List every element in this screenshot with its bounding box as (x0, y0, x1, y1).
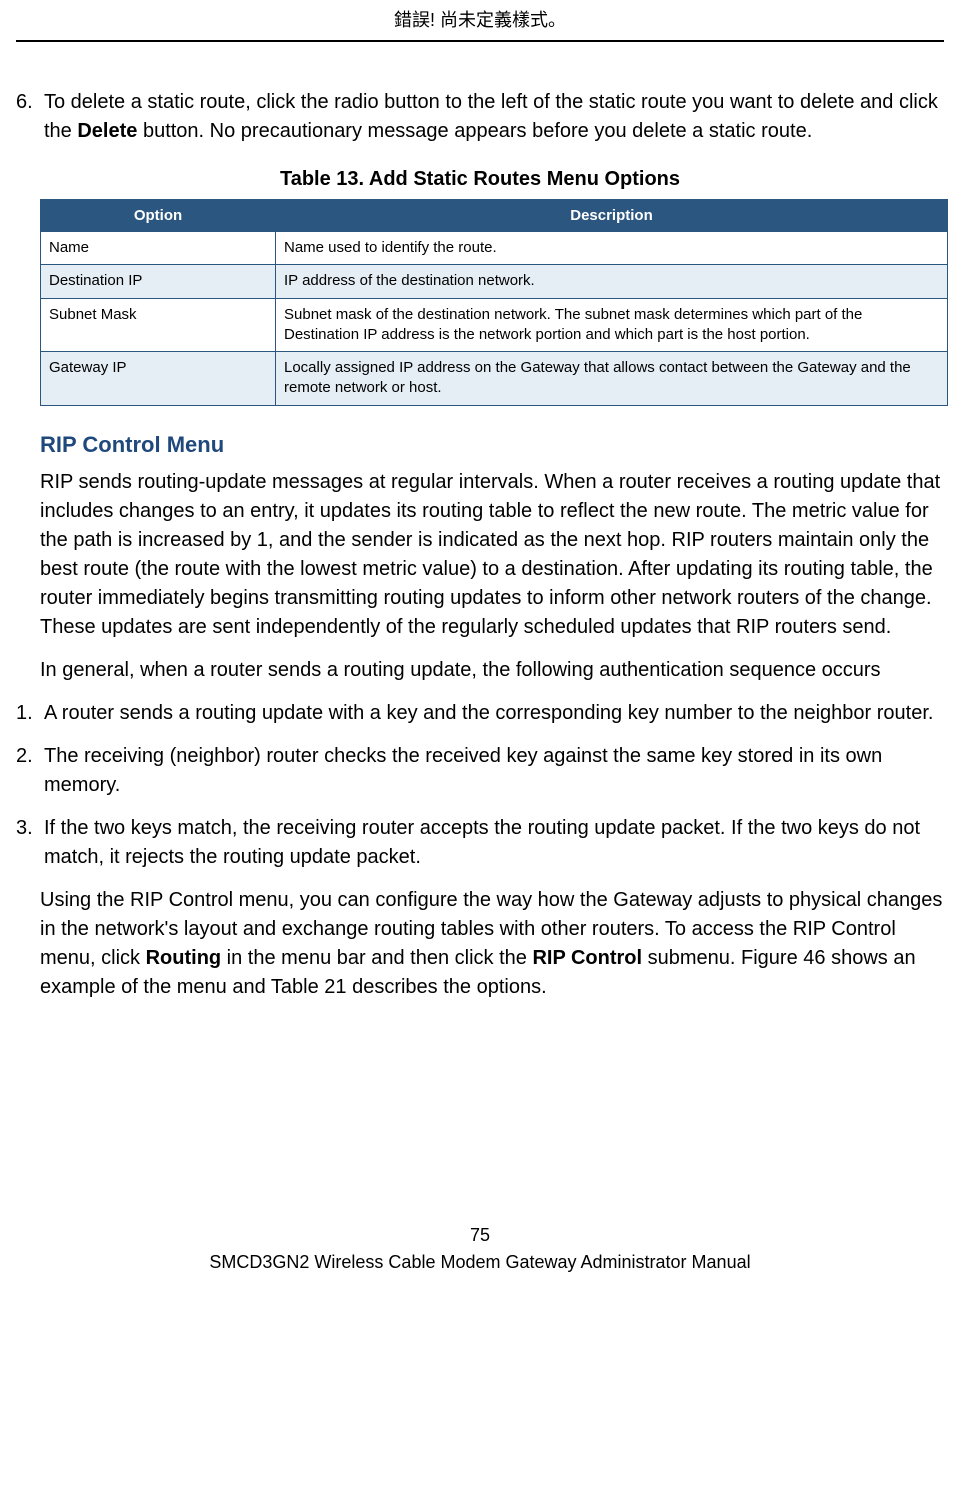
cell-option: Name (41, 232, 276, 265)
table-caption: Table 13. Add Static Routes Menu Options (16, 168, 944, 191)
footer-doc-title: SMCD3GN2 Wireless Cable Modem Gateway Ad… (16, 1249, 944, 1276)
rip-paragraph-3: Using the RIP Control menu, you can conf… (40, 886, 944, 1002)
cell-desc: Name used to identify the route. (276, 232, 948, 265)
auth-step-1-text: A router sends a routing update with a k… (44, 699, 944, 728)
table-row: Subnet Mask Subnet mask of the destinati… (41, 298, 948, 352)
auth-step-1-number: 1. (16, 699, 44, 728)
page-footer: 75 SMCD3GN2 Wireless Cable Modem Gateway… (16, 1222, 944, 1288)
cell-option: Gateway IP (41, 352, 276, 406)
footer-page-number: 75 (16, 1222, 944, 1249)
auth-step-3-text: If the two keys match, the receiving rou… (44, 814, 944, 872)
step-6-text: To delete a static route, click the radi… (44, 88, 944, 146)
rip3-bold2: RIP Control (532, 947, 642, 969)
step-6: 6. To delete a static route, click the r… (16, 88, 944, 146)
cell-desc: Locally assigned IP address on the Gatew… (276, 352, 948, 406)
step6-bold: Delete (77, 120, 137, 142)
table-header-row: Option Description (41, 200, 948, 232)
rip3-bold1: Routing (146, 947, 222, 969)
cell-desc: IP address of the destination network. (276, 265, 948, 298)
auth-step-3-number: 3. (16, 814, 44, 872)
cell-desc: Subnet mask of the destination network. … (276, 298, 948, 352)
section-heading-rip: RIP Control Menu (40, 432, 944, 458)
options-table: Option Description Name Name used to ide… (40, 199, 948, 406)
th-option: Option (41, 200, 276, 232)
cell-option: Subnet Mask (41, 298, 276, 352)
header-error-text: 錯誤! 尚未定義樣式。 (16, 0, 944, 40)
table-row: Name Name used to identify the route. (41, 232, 948, 265)
rip-paragraph-2: In general, when a router sends a routin… (40, 656, 944, 685)
th-description: Description (276, 200, 948, 232)
table-row: Gateway IP Locally assigned IP address o… (41, 352, 948, 406)
auth-step-2: 2. The receiving (neighbor) router check… (16, 742, 944, 800)
step6-after: button. No precautionary message appears… (137, 120, 812, 142)
rip3-mid: in the menu bar and then click the (221, 947, 532, 969)
auth-step-2-number: 2. (16, 742, 44, 800)
auth-step-1: 1. A router sends a routing update with … (16, 699, 944, 728)
step-6-number: 6. (16, 88, 44, 146)
auth-step-2-text: The receiving (neighbor) router checks t… (44, 742, 944, 800)
auth-step-3: 3. If the two keys match, the receiving … (16, 814, 944, 872)
header-divider (16, 40, 944, 42)
rip-paragraph-1: RIP sends routing-update messages at reg… (40, 468, 944, 642)
cell-option: Destination IP (41, 265, 276, 298)
table-row: Destination IP IP address of the destina… (41, 265, 948, 298)
